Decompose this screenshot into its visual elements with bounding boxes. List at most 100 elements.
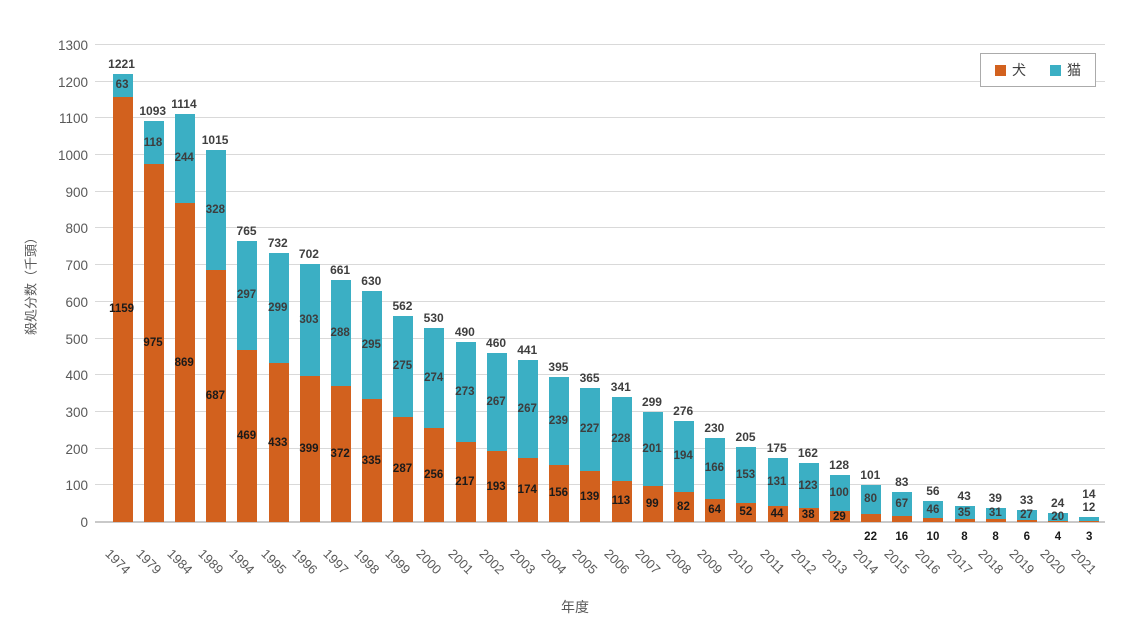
dog-value-label: 372 xyxy=(330,447,350,460)
bar-group-2000: 530 274 256 2000 xyxy=(414,45,450,577)
y-tick-label: 1100 xyxy=(58,111,88,127)
y-tick-label: 800 xyxy=(65,221,88,237)
total-label: 765 xyxy=(236,223,257,238)
stacked-bar xyxy=(549,377,570,522)
dog-value-label: 217 xyxy=(455,476,475,489)
cat-segment xyxy=(206,149,227,270)
dog-value-label: 22 xyxy=(864,531,877,543)
x-tick-label: 2016 xyxy=(912,546,944,578)
cat-segment xyxy=(455,342,476,443)
bar-group-2006: 341 228 113 2006 xyxy=(601,45,637,577)
bar-group-2003: 441 267 174 2003 xyxy=(507,45,543,577)
cat-segment xyxy=(486,353,507,452)
legend-dog-swatch xyxy=(995,64,1006,76)
bar-group-2016: 56 46 10 2016 xyxy=(913,45,949,577)
y-tick-label: 1000 xyxy=(57,148,88,164)
dog-value-label: 869 xyxy=(174,356,194,369)
bar-group-1997: 661 288 372 1997 xyxy=(320,45,356,577)
gridline xyxy=(95,80,1105,82)
y-tick-label: 900 xyxy=(65,184,88,200)
y-tick-label: 0 xyxy=(80,515,88,530)
cat-value-label: 297 xyxy=(236,289,257,302)
x-tick-label: 2007 xyxy=(632,546,664,578)
bar-group-1979: 1093 118 975 1979 xyxy=(133,45,169,577)
stacked-bar xyxy=(143,120,164,522)
cat-segment xyxy=(549,377,570,465)
bar-group-2013: 128 100 29 2013 xyxy=(819,45,855,577)
total-label: 1114 xyxy=(171,96,197,111)
cat-value-label: 275 xyxy=(392,360,413,373)
dog-segment xyxy=(673,491,694,522)
cat-value-label: 12 xyxy=(1082,501,1096,514)
dog-segment xyxy=(798,508,819,522)
dog-value-label: 174 xyxy=(517,484,537,497)
cat-value-label: 303 xyxy=(299,314,319,327)
cat-segment xyxy=(923,501,944,519)
dog-segment xyxy=(705,498,726,522)
bar-group-1998: 630 295 335 1998 xyxy=(351,45,388,577)
total-label: 530 xyxy=(423,310,444,325)
x-tick-label: 2018 xyxy=(975,546,1007,578)
x-tick-label: 1994 xyxy=(226,546,258,578)
stacked-bar xyxy=(767,457,788,522)
cat-segment xyxy=(1048,513,1069,521)
cat-value-label: 244 xyxy=(174,152,194,165)
total-label: 702 xyxy=(298,247,319,262)
gridline xyxy=(95,44,1105,45)
y-tick-label: 1300 xyxy=(57,38,88,53)
total-label: 490 xyxy=(454,325,475,340)
stacked-bar xyxy=(174,113,195,522)
total-label: 14 xyxy=(1082,486,1096,501)
dog-segment xyxy=(611,480,632,522)
x-tick-label: 2009 xyxy=(694,546,726,578)
dog-value-label: 1159 xyxy=(109,303,135,316)
cat-segment xyxy=(985,507,1006,520)
x-tick-label: 1996 xyxy=(289,546,321,578)
bar-group-1995: 732 299 433 1995 xyxy=(258,45,294,577)
dog-segment xyxy=(861,513,882,522)
cat-segment xyxy=(362,290,383,400)
x-tick-label: 1999 xyxy=(382,546,414,578)
dog-value-label: 82 xyxy=(677,500,690,513)
cat-value-label: 228 xyxy=(611,432,631,445)
legend-item-dog: 犬 xyxy=(995,60,1026,80)
gridline xyxy=(95,264,1105,266)
bar-group-2004: 395 239 156 2004 xyxy=(539,45,575,577)
cat-value-label: 118 xyxy=(143,136,163,149)
cat-value-label: 267 xyxy=(517,403,537,416)
cat-value-label: 80 xyxy=(864,493,877,506)
x-tick-label: 2000 xyxy=(413,546,445,578)
dog-value-label: 8 xyxy=(961,531,968,543)
total-label: 101 xyxy=(860,467,881,482)
dog-segment xyxy=(549,464,570,522)
stacked-bar xyxy=(424,327,445,522)
cat-value-label: 273 xyxy=(455,386,475,399)
dog-value-label: 3 xyxy=(1085,531,1093,543)
dog-segment xyxy=(268,363,289,522)
total-label: 661 xyxy=(330,262,351,277)
x-tick-label: 2011 xyxy=(756,546,788,577)
x-tick-label: 1974 xyxy=(101,546,134,578)
cat-segment xyxy=(580,387,601,471)
total-label: 365 xyxy=(579,370,600,385)
cat-segment xyxy=(112,73,133,97)
cat-segment xyxy=(424,327,445,429)
cat-segment xyxy=(829,474,850,512)
x-tick-label: 1979 xyxy=(133,546,165,578)
cat-segment xyxy=(1079,516,1100,521)
cat-segment xyxy=(673,420,694,492)
x-tick-label: 2008 xyxy=(663,546,695,578)
total-label: 43 xyxy=(957,489,971,504)
bar-group-2019: 33 27 6 2019 xyxy=(1006,45,1042,577)
dog-value-label: 99 xyxy=(645,497,659,510)
y-axis-title: 殺処分数（千頭） xyxy=(23,230,39,336)
dog-segment xyxy=(829,511,850,522)
x-tick-label: 2005 xyxy=(569,546,601,578)
bar-group-2018: 39 31 8 2018 xyxy=(975,45,1011,577)
bar-group-2008: 276 194 82 2008 xyxy=(663,45,699,577)
stacked-bar xyxy=(580,387,601,522)
cat-value-label: 153 xyxy=(735,468,756,481)
cat-value-label: 274 xyxy=(424,371,444,384)
dog-value-label: 10 xyxy=(926,531,940,543)
